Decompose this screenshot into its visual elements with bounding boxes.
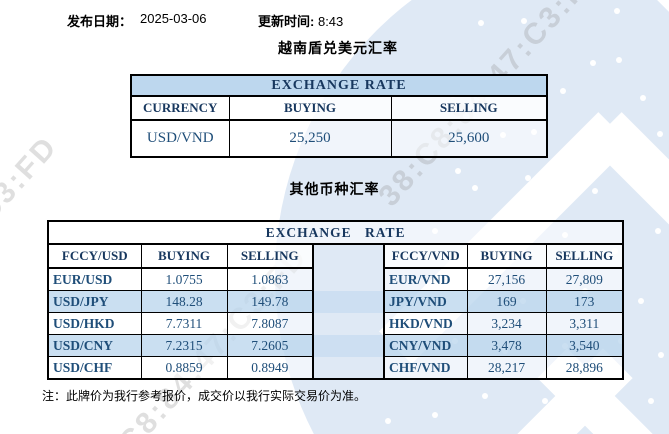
usd-selling-cell: 7.2605 (226, 334, 314, 357)
column-header-vnd-buying: BUYING (466, 243, 547, 269)
table-banner: EXCHANGE RATE (130, 74, 548, 97)
vnd-pair-cell: CHF/VND (383, 356, 468, 380)
usd-exchange-rate-table: EXCHANGE RATE CURRENCY BUYING SELLING US… (130, 74, 548, 158)
table-row: USD/CNY 7.2315 7.2605 CNY/VND 3,478 3,54… (47, 334, 624, 357)
publish-date-label: 发布日期： (67, 14, 133, 29)
column-header-fccy-vnd: FCCY/VND (383, 243, 468, 269)
update-time-label-text: 更新时间: (258, 14, 315, 29)
publish-date-value: 2025-03-06 (140, 11, 207, 26)
usd-pair-cell: USD/CNY (47, 334, 142, 357)
table-row: USD/JPY 148.28 149.78 JPY/VND 169 173 (47, 290, 624, 313)
vnd-pair-cell: CNY/VND (383, 334, 468, 357)
usd-selling-cell: 0.8949 (226, 356, 314, 380)
vnd-selling-cell: 27,809 (545, 267, 624, 291)
update-time-label: 更新时间: 8:43 (258, 11, 343, 30)
vnd-selling-cell: 3,311 (545, 312, 624, 335)
spacer-column (312, 244, 385, 268)
column-header-currency: CURRENCY (130, 95, 230, 121)
usd-buying-cell: 0.8859 (140, 356, 228, 380)
spacer-column (312, 268, 385, 291)
vnd-selling-cell: 3,540 (545, 334, 624, 357)
other-table-title: 其他币种汇率 (289, 181, 380, 197)
usd-table-title: 越南盾兑美元汇率 (278, 40, 398, 56)
usd-buying-cell: 1.0755 (140, 267, 228, 291)
vnd-selling-cell: 173 (545, 290, 624, 313)
vnd-pair-cell: EUR/VND (383, 267, 468, 291)
selling-rate-cell: 25,600 (390, 119, 548, 158)
usd-buying-cell: 7.7311 (140, 312, 228, 335)
table-banner: EXCHANGE RATE (47, 220, 624, 245)
vnd-pair-cell: JPY/VND (383, 290, 468, 313)
usd-buying-cell: 7.2315 (140, 334, 228, 357)
column-header-usd-buying: BUYING (140, 243, 228, 269)
vnd-buying-cell: 3,234 (466, 312, 547, 335)
update-time-value: 8:43 (317, 14, 344, 29)
buying-rate-cell: 25,250 (228, 119, 392, 158)
usd-selling-cell: 149.78 (226, 290, 314, 313)
spacer-column (312, 356, 385, 379)
spacer-column (312, 312, 385, 335)
table-row: USD/HKD 7.7311 7.8087 HKD/VND 3,234 3,31… (47, 312, 624, 335)
usd-selling-cell: 1.0863 (226, 267, 314, 291)
currency-pair-cell: USD/VND (130, 119, 230, 158)
column-header-selling: SELLING (390, 95, 548, 121)
column-header-buying: BUYING (228, 95, 392, 121)
vnd-buying-cell: 27,156 (466, 267, 547, 291)
usd-pair-cell: USD/HKD (47, 312, 142, 335)
column-header-fccy-usd: FCCY/USD (47, 243, 142, 269)
usd-pair-cell: USD/JPY (47, 290, 142, 313)
table-row: EUR/USD 1.0755 1.0863 EUR/VND 27,156 27,… (47, 267, 624, 291)
table-row: USD/VND 25,250 25,600 (130, 119, 548, 158)
vnd-buying-cell: 28,217 (466, 356, 547, 380)
table-row: USD/CHF 0.8859 0.8949 CHF/VND 28,217 28,… (47, 356, 624, 380)
vnd-pair-cell: HKD/VND (383, 312, 468, 335)
usd-pair-cell: USD/CHF (47, 356, 142, 380)
disclaimer-note: 注：此牌价为我行参考报价，成交价以我行实际交易价为准。 (42, 389, 367, 403)
usd-selling-cell: 7.8087 (226, 312, 314, 335)
column-header-usd-selling: SELLING (226, 243, 314, 269)
vnd-buying-cell: 169 (466, 290, 547, 313)
usd-pair-cell: EUR/USD (47, 267, 142, 291)
vnd-selling-cell: 28,896 (545, 356, 624, 380)
spacer-column (312, 290, 385, 313)
spacer-column (312, 334, 385, 357)
other-exchange-rate-table: EXCHANGE RATE FCCY/USD BUYING SELLING FC… (47, 220, 625, 380)
vnd-buying-cell: 3,478 (466, 334, 547, 357)
usd-buying-cell: 148.28 (140, 290, 228, 313)
column-header-vnd-selling: SELLING (545, 243, 624, 269)
